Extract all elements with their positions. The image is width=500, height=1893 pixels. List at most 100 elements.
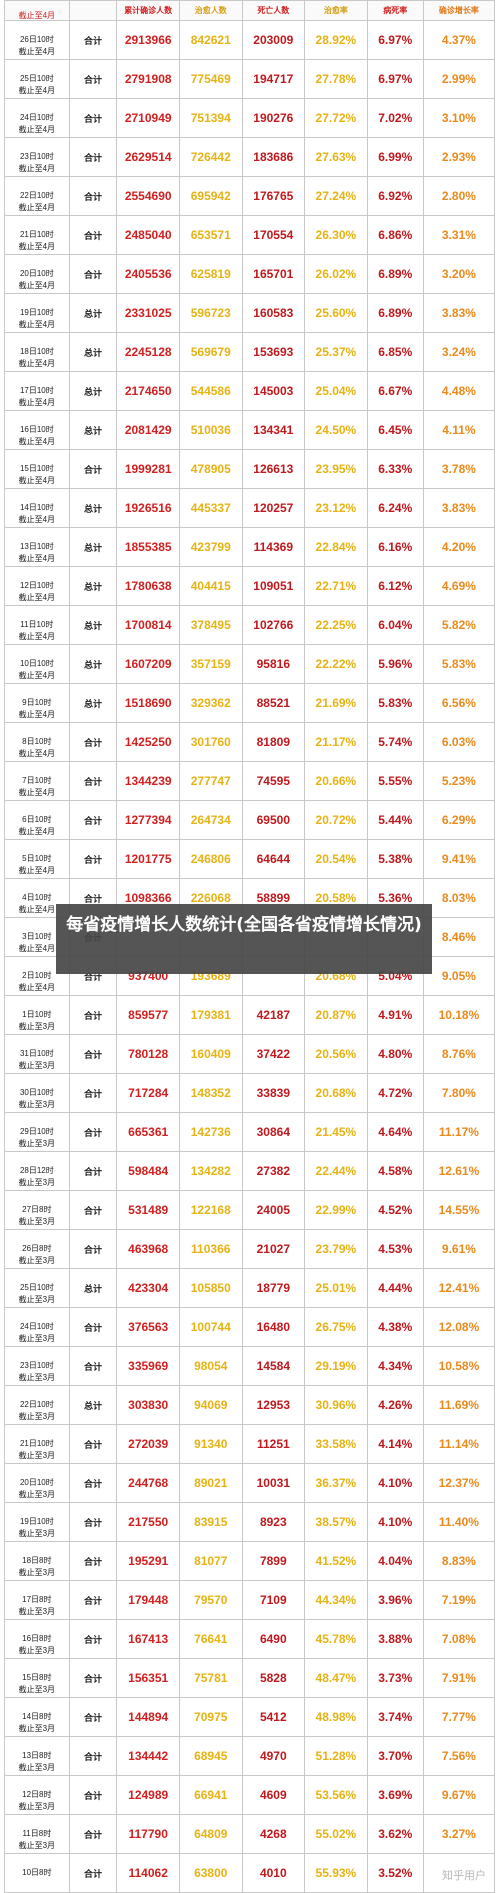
date-cell: 15日10时 截止至4月 <box>4 449 70 489</box>
growth-cell: 6.03% <box>422 722 496 762</box>
table-row: 17日8时 截止至3月 合计 179448 79570 7109 44.34% 3.96% 7.… <box>4 1580 496 1620</box>
growth-cell: 5.83% <box>422 644 496 684</box>
cure-rate-cell: 29.19% <box>304 1346 368 1386</box>
confirmed-cell: 1926516 <box>116 488 180 528</box>
cutoff-label: 截止至4月 <box>18 632 56 641</box>
cure-rate-cell: 41.52% <box>304 1541 368 1581</box>
epidemic-table: 截止至4月 累计确诊人数 治愈人数 死亡人数 治愈率 病死率 确诊增长率 26日… <box>4 0 496 1893</box>
death-rate-cell: 4.34% <box>366 1346 424 1386</box>
deaths-cell: 7109 <box>241 1580 306 1620</box>
cured-cell: 445337 <box>178 488 243 528</box>
cured-cell: 148352 <box>178 1073 243 1113</box>
type-cell: 合计 <box>68 1424 118 1464</box>
cured-cell: 122168 <box>178 1190 243 1230</box>
type-cell: 合计 <box>68 839 118 879</box>
date-label: 23日10时 <box>19 152 54 161</box>
date-label: 20日10时 <box>19 269 54 278</box>
confirmed-cell: 1855385 <box>116 527 180 567</box>
death-rate-cell: 5.83% <box>366 683 424 723</box>
date-label: 18日10时 <box>19 347 54 356</box>
date-label: 26日10时 <box>19 35 54 44</box>
cured-cell: 63800 <box>178 1853 243 1893</box>
date-cell: 12日8时 截止至3月 <box>4 1775 70 1815</box>
cured-cell: 842621 <box>178 20 243 60</box>
death-rate-cell: 6.86% <box>366 215 424 255</box>
cured-cell: 68945 <box>178 1736 243 1776</box>
death-rate-cell: 4.91% <box>366 995 424 1035</box>
date-cell: 26日8时 截止至3月 <box>4 1229 70 1269</box>
cure-rate-cell: 27.63% <box>304 137 368 177</box>
table-row: 23日10时 截止至4月 合计 2629514 726442 183686 27.63% 6.… <box>4 137 496 177</box>
date-cell: 10日10时 截止至4月 <box>4 644 70 684</box>
confirmed-cell: 1277394 <box>116 800 180 840</box>
confirmed-cell: 156351 <box>116 1658 180 1698</box>
death-rate-cell: 5.96% <box>366 644 424 684</box>
table-row: 14日10时 截止至4月 总计 1926516 445337 120257 23.12% 6.… <box>4 488 496 528</box>
deaths-cell: 126613 <box>241 449 306 489</box>
table-row: 26日10时 截止至4月 合计 2913966 842621 203009 28.92% 6.… <box>4 20 496 60</box>
date-cell: 25日10时 截止至4月 <box>4 59 70 99</box>
growth-cell: 9.67% <box>422 1775 496 1815</box>
table-row: 22日10时 截止至4月 合计 2554690 695942 176765 27.24% 6.… <box>4 176 496 216</box>
growth-cell: 12.37% <box>422 1463 496 1503</box>
header-cure-rate: 治愈率 <box>304 0 368 21</box>
death-rate-cell: 4.53% <box>366 1229 424 1269</box>
growth-cell: 6.29% <box>422 800 496 840</box>
growth-cell: 11.69% <box>422 1385 496 1425</box>
date-label: 17日8时 <box>22 1595 52 1604</box>
table-row: 31日10时 截止至3月 合计 780128 160409 37422 20.56% 4.80… <box>4 1034 496 1074</box>
confirmed-cell: 2405536 <box>116 254 180 294</box>
growth-cell: 12.61% <box>422 1151 496 1191</box>
cure-rate-cell: 26.75% <box>304 1307 368 1347</box>
type-cell: 总计 <box>68 371 118 411</box>
table-row: 5日10时 截止至4月 合计 1201775 246806 64644 20.54% 5.38… <box>4 839 496 879</box>
cure-rate-cell: 20.66% <box>304 761 368 801</box>
table-row: 26日8时 截止至3月 合计 463968 110366 21027 23.79% 4.53%… <box>4 1229 496 1269</box>
date-cell: 19日10时 截止至3月 <box>4 1502 70 1542</box>
deaths-cell: 14584 <box>241 1346 306 1386</box>
growth-cell: 5.82% <box>422 605 496 645</box>
cure-rate-cell: 48.47% <box>304 1658 368 1698</box>
date-cell: 19日10时 截止至4月 <box>4 293 70 333</box>
table-row: 16日8时 截止至3月 合计 167413 76641 6490 45.78% 3.88% 7.… <box>4 1619 496 1659</box>
header-confirmed: 累计确诊人数 <box>116 0 180 21</box>
deaths-cell: 4609 <box>241 1775 306 1815</box>
growth-cell: 11.14% <box>422 1424 496 1464</box>
date-cell: 10日8时 <box>4 1853 70 1893</box>
cutoff-label: 截止至4月 <box>18 554 56 563</box>
cure-rate-cell: 20.72% <box>304 800 368 840</box>
watermark: 知乎用户 <box>442 1869 486 1882</box>
growth-cell: 3.78% <box>422 449 496 489</box>
cured-cell: 105850 <box>178 1268 243 1308</box>
header-growth: 确诊增长率 <box>422 0 496 21</box>
date-label: 10日10时 <box>19 659 54 668</box>
cutoff-label: 截止至4月 <box>18 905 56 914</box>
date-cell: 5日10时 截止至4月 <box>4 839 70 879</box>
cured-cell: 277747 <box>178 761 243 801</box>
type-cell: 合计 <box>68 800 118 840</box>
cutoff-label: 截止至3月 <box>18 1451 56 1460</box>
image-caption: 每省疫情增长人数统计(全国各省疫情增长情况) <box>56 904 432 974</box>
cutoff-label: 截止至4月 <box>18 710 56 719</box>
cutoff-label: 截止至4月 <box>18 671 56 680</box>
type-cell: 合计 <box>68 1229 118 1269</box>
table-row: 12日10时 截止至4月 总计 1780638 404415 109051 22.71% 6.… <box>4 566 496 606</box>
date-label: 24日10时 <box>19 113 54 122</box>
cutoff-label: 截止至3月 <box>18 1100 56 1109</box>
deaths-cell: 170554 <box>241 215 306 255</box>
deaths-cell: 4268 <box>241 1814 306 1854</box>
confirmed-cell: 859577 <box>116 995 180 1035</box>
cutoff-label: 截止至4月 <box>18 398 56 407</box>
cured-cell: 357159 <box>178 644 243 684</box>
deaths-cell: 95816 <box>241 644 306 684</box>
death-rate-cell: 4.10% <box>366 1502 424 1542</box>
cure-rate-cell: 20.54% <box>304 839 368 879</box>
death-rate-cell: 4.04% <box>366 1541 424 1581</box>
deaths-cell: 12953 <box>241 1385 306 1425</box>
date-cell: 29日10时 截止至3月 <box>4 1112 70 1152</box>
confirmed-cell: 1700814 <box>116 605 180 645</box>
table-row: 22日10时 截止至3月 总计 303830 94069 12953 30.96% 4.26%… <box>4 1385 496 1425</box>
cure-rate-cell: 44.34% <box>304 1580 368 1620</box>
confirmed-cell: 2245128 <box>116 332 180 372</box>
date-label: 7日10时 <box>22 776 52 785</box>
